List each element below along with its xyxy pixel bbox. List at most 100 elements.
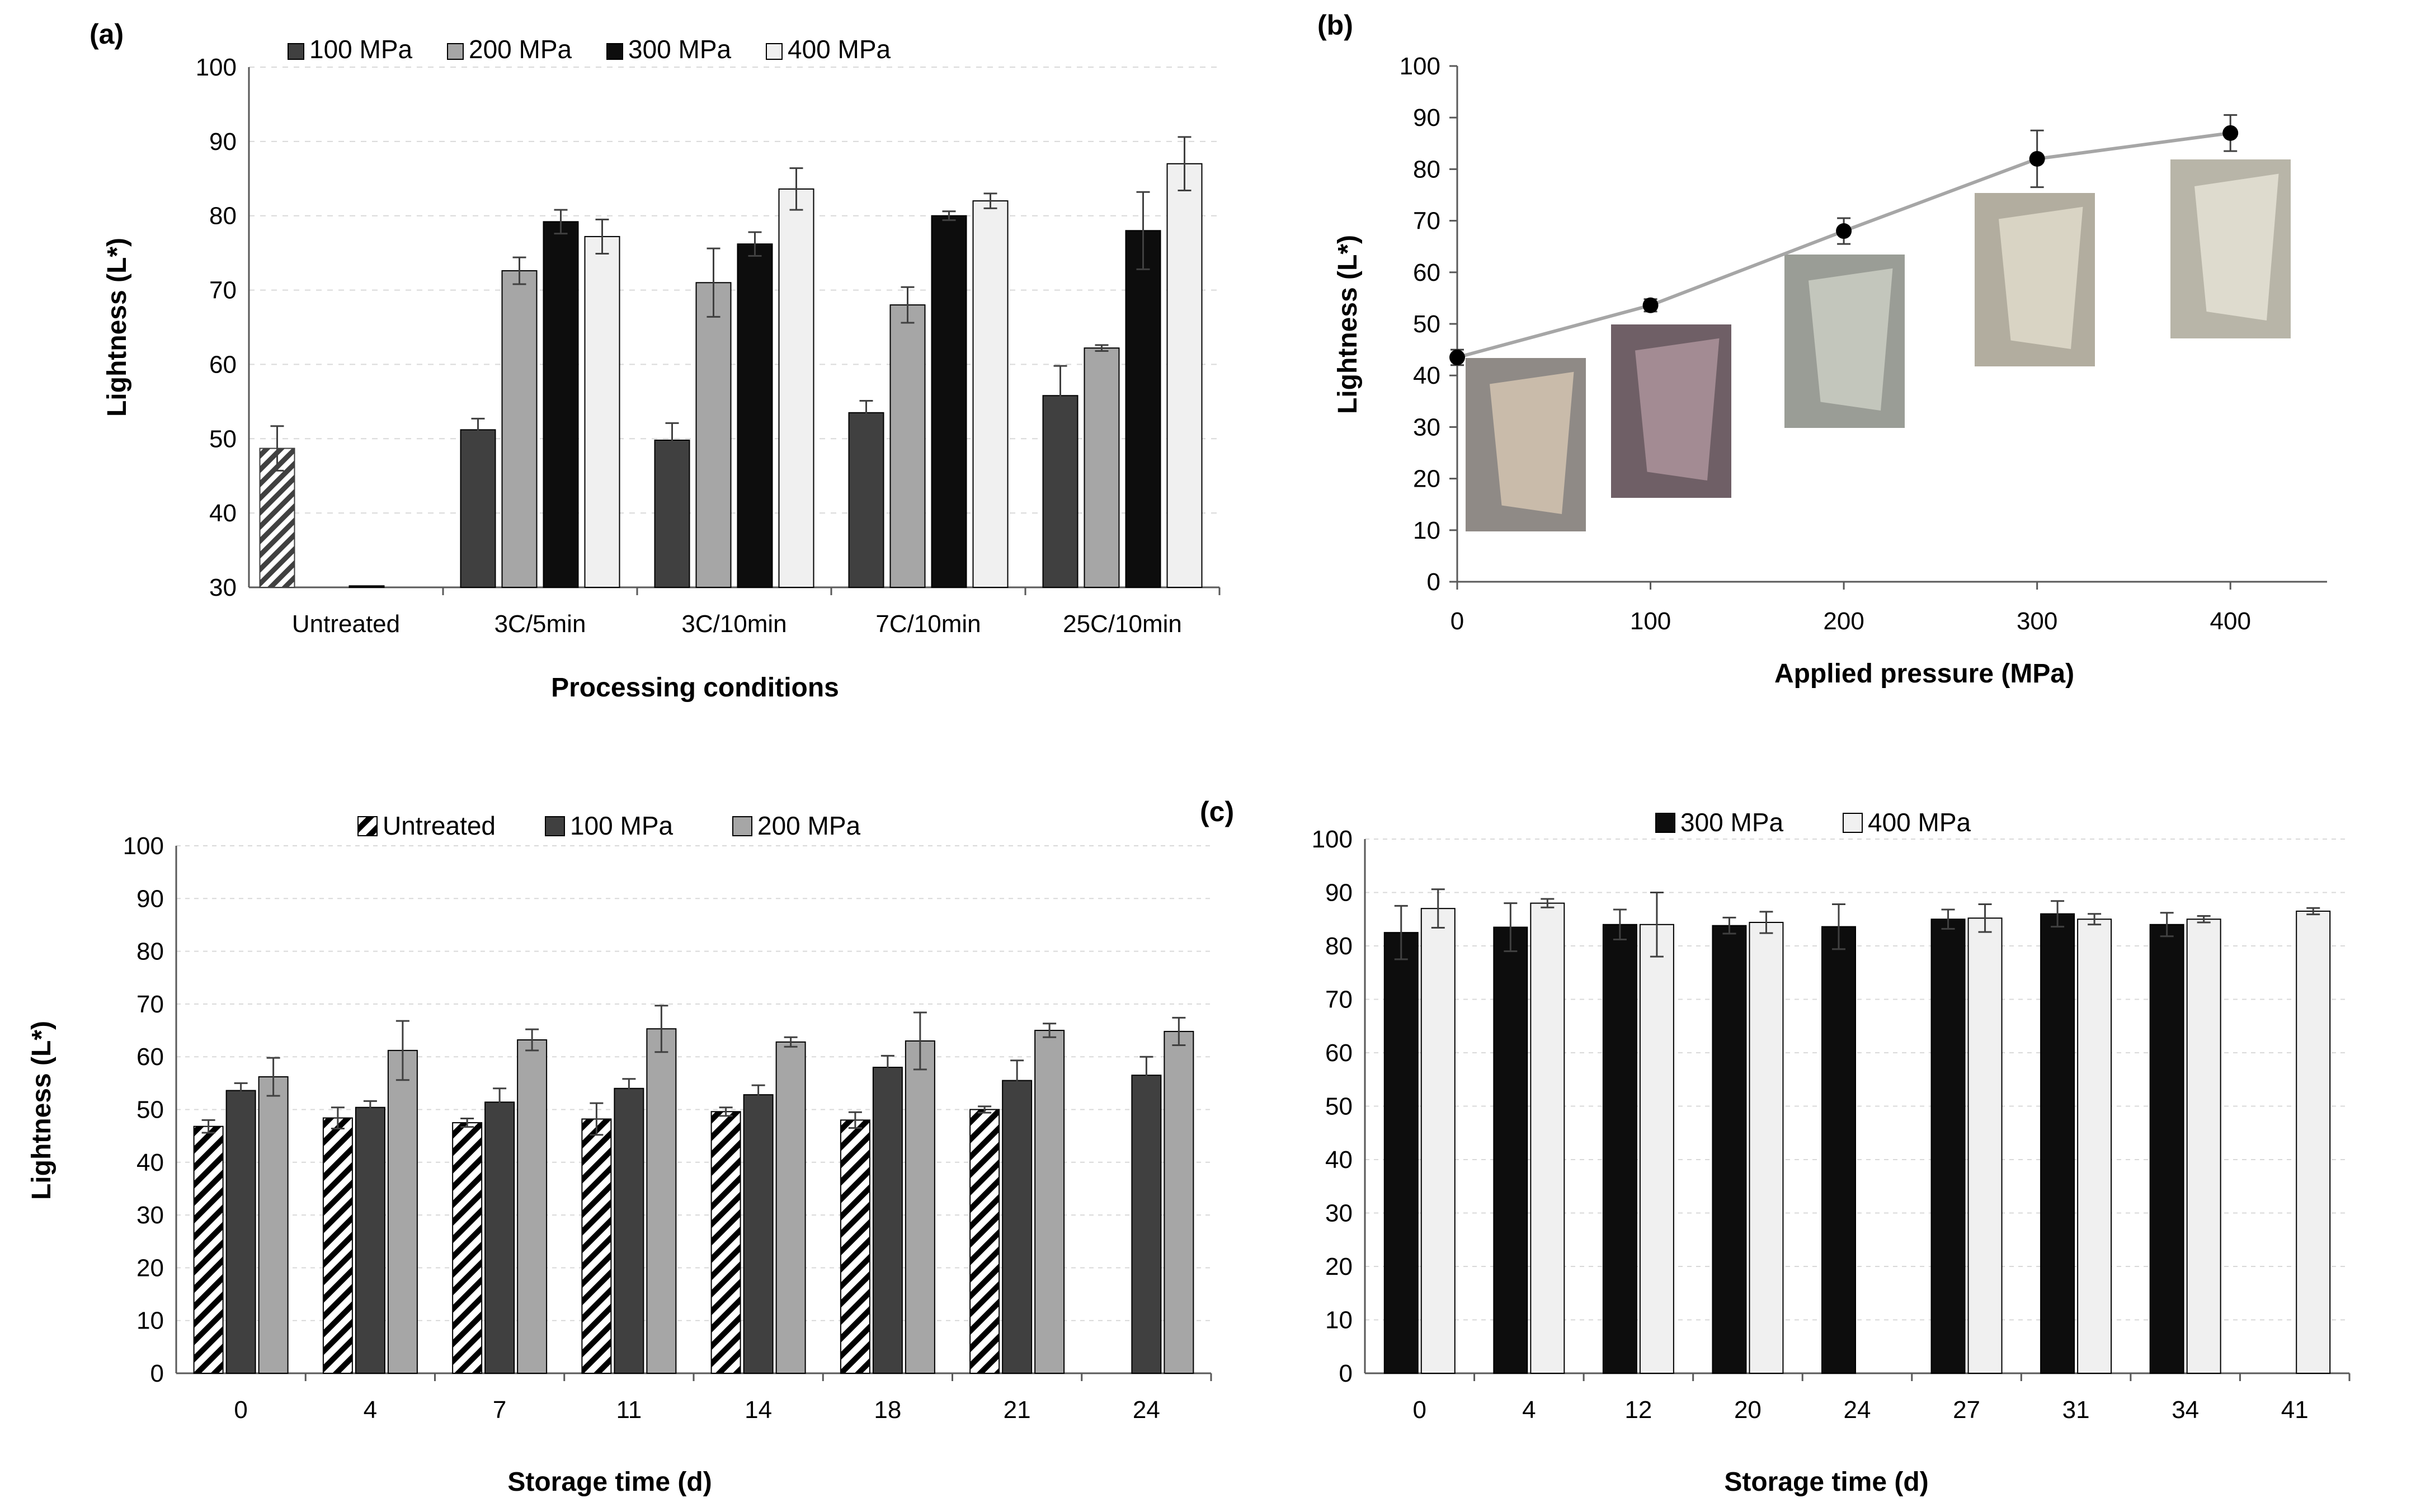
bar-200-mpa-14	[775, 1041, 806, 1374]
error-bar	[1613, 908, 1627, 941]
bar-untreated-11	[581, 1118, 612, 1374]
y-tick-label: 90	[136, 885, 164, 912]
x-tick-label: 18	[874, 1396, 901, 1424]
x-tick-label: 4	[364, 1396, 377, 1424]
error-bar	[789, 167, 803, 211]
bar-300-mpa-24	[1821, 926, 1856, 1374]
error-bar	[784, 1036, 798, 1048]
fillet-photo-fillet-200MPa	[1784, 255, 1905, 428]
bar-400-mpa-7c-10min	[972, 200, 1009, 588]
error-bar	[707, 247, 720, 318]
y-tick-label: 50	[209, 425, 237, 453]
bar-200-mpa-24	[1164, 1030, 1194, 1374]
y-tick-label: 40	[1413, 362, 1440, 389]
legend-label-100-mpa: 100 MPa	[309, 35, 413, 64]
y-tick-label: 100	[1312, 826, 1353, 853]
error-bar	[554, 209, 568, 235]
bar-400-mpa-25c-10min	[1166, 163, 1203, 588]
x-tick-label: 0	[1413, 1396, 1426, 1424]
y-tick-label: 80	[1413, 156, 1440, 183]
photo-fillet-shape	[1999, 206, 2083, 349]
fillet-photo-fillet-100MPa	[1611, 324, 1731, 498]
error-bar	[1722, 916, 1736, 935]
bar-400-mpa-3c-10min	[778, 188, 814, 588]
bar-400-mpa-31	[2077, 918, 2112, 1374]
bar-100-mpa-7	[484, 1101, 515, 1374]
bar-300-mpa-7c-10min	[931, 215, 967, 588]
error-bar	[363, 1100, 377, 1115]
x-tick-label: 0	[234, 1396, 247, 1424]
x-tick-label: 41	[2281, 1396, 2309, 1424]
panel-label-a: (a)	[90, 18, 124, 50]
bar-100-mpa-11	[614, 1087, 644, 1374]
photo-fillet-shape	[1490, 371, 1574, 514]
y-tick-label: 30	[1413, 413, 1440, 441]
x-tick-label: 7C/10min	[875, 610, 981, 638]
y-tick-label: 20	[1413, 465, 1440, 493]
y-tick-label: 80	[136, 938, 164, 965]
y-tick-label: 50	[1325, 1093, 1353, 1120]
error-bar	[901, 286, 915, 324]
legend-swatch-400-mpa	[766, 43, 783, 60]
bar-300-mpa-12	[1602, 924, 1637, 1374]
error-bar	[654, 1005, 668, 1053]
x-tick-label: 20	[1734, 1396, 1762, 1424]
x-axis-title: Applied pressure (MPa)	[1774, 659, 2074, 689]
photo-fillet-shape	[1809, 268, 1893, 411]
bar-400-mpa-3c-5min	[584, 235, 620, 588]
y-tick-label: 30	[136, 1202, 164, 1229]
error-bar	[1759, 911, 1773, 934]
bar-100-mpa-25c-10min	[1042, 395, 1079, 588]
bar-400-mpa-12	[1639, 924, 1674, 1374]
bar-300-mpa-3c-5min	[543, 221, 579, 588]
error-bar	[1394, 905, 1408, 960]
y-tick-label: 90	[1413, 104, 1440, 131]
bar-300-mpa-34	[2149, 924, 2184, 1374]
bar-300-mpa-4	[1493, 926, 1528, 1374]
error-bar	[880, 1054, 894, 1080]
y-tick-label: 10	[1325, 1307, 1353, 1334]
data-point-300	[2029, 150, 2045, 167]
error-bar	[1178, 136, 1191, 192]
error-bar	[1139, 1056, 1153, 1095]
bar-100-mpa-3c-10min	[654, 439, 690, 588]
legend-swatch-300-mpa	[1655, 813, 1675, 833]
bar-400-mpa-27	[1967, 917, 2003, 1374]
y-tick-label: 100	[1400, 53, 1440, 80]
y-tick-label: 100	[123, 832, 164, 860]
error-bar	[978, 1105, 992, 1114]
error-bar	[2088, 913, 2102, 926]
chart-c-storage-low-pressure: 0 10 20 30 40 50 60 70 80 90 100 0 4 7 11 14 18 21 24 Light…	[27, 811, 1212, 1497]
error-bar	[460, 1118, 474, 1128]
y-tick-label: 80	[209, 202, 237, 230]
error-bar	[590, 1102, 604, 1136]
error-bar	[1832, 903, 1845, 950]
fillet-photo-fillet-400MPa	[2170, 159, 2291, 338]
y-tick-label: 70	[136, 991, 164, 1018]
bar-200-mpa-7c-10min	[889, 304, 926, 588]
error-bar	[622, 1078, 636, 1099]
legend-label-100-mpa: 100 MPa	[570, 811, 674, 840]
legend-label-300-mpa: 300 MPa	[628, 35, 732, 64]
y-tick-label: 40	[136, 1149, 164, 1176]
bar-300-mpa-27	[1930, 918, 1966, 1374]
error-bar	[1431, 888, 1445, 929]
error-bar	[595, 218, 609, 255]
error-bar	[748, 231, 762, 257]
y-tick-label: 60	[209, 351, 237, 378]
legend-swatch-200-mpa	[732, 816, 752, 836]
y-tick-label: 90	[209, 128, 237, 156]
bar-200-mpa-4	[387, 1049, 418, 1374]
x-tick-label: 200	[1823, 607, 1864, 635]
y-tick-label: 90	[1325, 879, 1353, 907]
bar-untreated-7	[452, 1122, 483, 1374]
error-bar	[1504, 902, 1518, 953]
bar-200-mpa-3c-10min	[695, 282, 732, 588]
fillet-photo-fillet-0MPa	[1466, 358, 1586, 531]
bar-200-mpa-3c-5min	[501, 270, 538, 588]
y-tick-label: 0	[1427, 568, 1440, 596]
x-tick-label: 300	[2017, 607, 2057, 635]
bar-300-mpa-0	[1383, 932, 1419, 1374]
data-point-200	[1836, 223, 1852, 239]
error-bar	[1136, 191, 1150, 270]
